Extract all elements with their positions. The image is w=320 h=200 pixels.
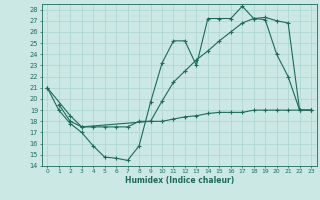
X-axis label: Humidex (Indice chaleur): Humidex (Indice chaleur): [124, 176, 234, 185]
